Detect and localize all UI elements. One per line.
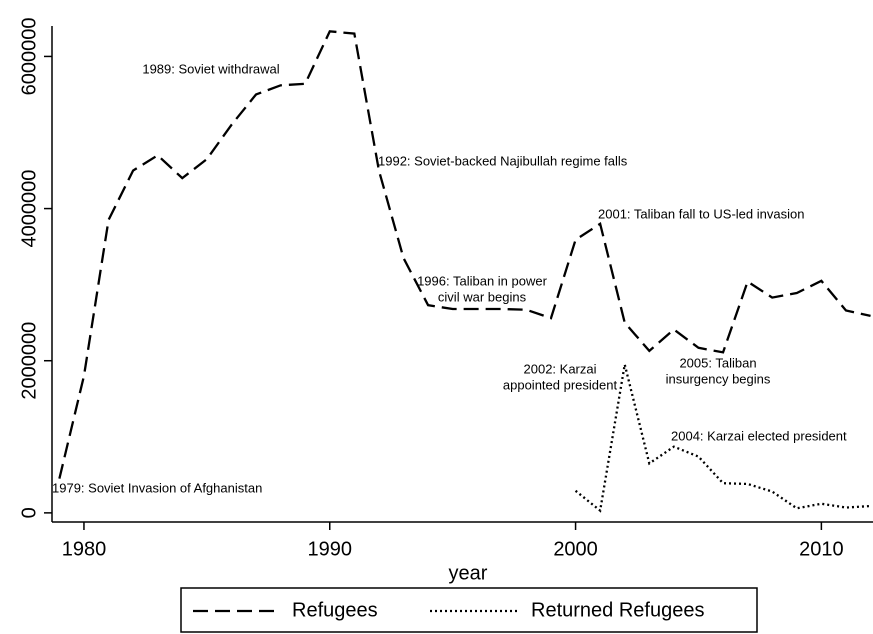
y-tick-label: 4000000: [18, 170, 40, 248]
annotation: 1992: Soviet-backed Najibullah regime fa…: [378, 153, 628, 168]
x-tick-label: 1990: [308, 538, 353, 560]
legend-label: Returned Refugees: [531, 599, 704, 621]
annotation: 2002: Karzai: [524, 361, 597, 376]
legend-label: Refugees: [292, 599, 378, 621]
annotation: 1979: Soviet Invasion of Afghanistan: [52, 480, 262, 495]
annotation: 1989: Soviet withdrawal: [142, 61, 279, 76]
annotation: civil war begins: [438, 289, 527, 304]
y-tick-label: 0: [18, 507, 40, 518]
annotation: 1996: Taliban in power: [417, 273, 548, 288]
y-tick-label: 6000000: [18, 17, 40, 95]
annotation: insurgency begins: [666, 371, 771, 386]
annotation: 2005: Taliban: [679, 355, 756, 370]
annotation: 2001: Taliban fall to US-led invasion: [598, 206, 804, 221]
annotation: 2004: Karzai elected president: [671, 428, 847, 443]
x-tick-label: 1980: [62, 538, 107, 560]
x-tick-label: 2000: [553, 538, 598, 560]
legend: [180, 587, 758, 633]
annotation: appointed president: [503, 377, 618, 392]
x-tick-label: 2010: [799, 538, 844, 560]
y-tick-label: 2000000: [18, 322, 40, 400]
line: [58, 30, 871, 479]
x-axis-label: year: [449, 562, 488, 584]
